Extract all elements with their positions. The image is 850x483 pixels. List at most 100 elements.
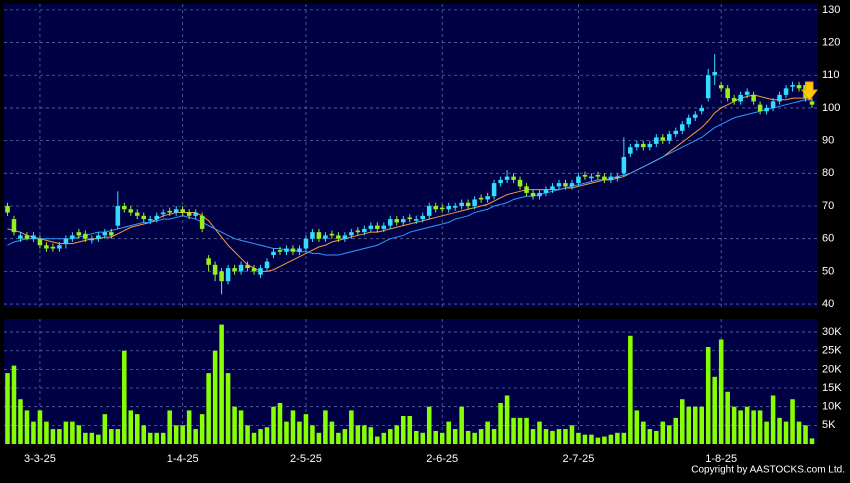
volume-bar bbox=[186, 410, 192, 444]
candle-body bbox=[349, 232, 354, 236]
y-tick-label: 30K bbox=[822, 326, 842, 338]
volume-bar bbox=[692, 406, 698, 444]
volume-bar bbox=[109, 429, 114, 444]
volume-bar bbox=[550, 430, 555, 444]
candle-body bbox=[297, 248, 302, 252]
candle-body bbox=[602, 176, 607, 180]
volume-bar bbox=[738, 410, 743, 444]
volume-bar bbox=[452, 429, 458, 444]
volume-bar bbox=[439, 432, 445, 444]
candle-body bbox=[316, 232, 322, 239]
candle-body bbox=[206, 258, 211, 265]
volume-bar bbox=[628, 335, 633, 444]
candle-body bbox=[303, 238, 309, 249]
volume-bar bbox=[18, 399, 23, 444]
candle-body bbox=[764, 107, 769, 112]
volume-bar bbox=[751, 410, 756, 444]
candle-body bbox=[50, 246, 56, 249]
candle-body bbox=[582, 174, 588, 177]
volume-bar bbox=[764, 421, 769, 444]
moving-average-line bbox=[7, 94, 813, 272]
volume-bar bbox=[316, 432, 322, 444]
candle-body bbox=[160, 212, 166, 215]
candle-body bbox=[692, 114, 698, 118]
candle-body bbox=[569, 183, 575, 187]
volume-bar bbox=[238, 410, 244, 444]
volume-bar bbox=[504, 395, 510, 444]
candle-body bbox=[770, 101, 776, 108]
volume-bar bbox=[154, 432, 159, 444]
candle-body bbox=[173, 209, 179, 213]
volume-bar bbox=[511, 417, 516, 444]
volume-bar bbox=[543, 429, 549, 444]
candle-body bbox=[284, 248, 289, 252]
volume-bar bbox=[355, 425, 361, 444]
volume-bar bbox=[608, 434, 614, 444]
y-tick-label: 60 bbox=[822, 233, 834, 245]
volume-bar bbox=[63, 421, 69, 444]
candle-body bbox=[673, 130, 679, 135]
volume-bar bbox=[147, 432, 153, 444]
volume-bar bbox=[615, 432, 620, 444]
volume-bar bbox=[679, 399, 685, 444]
volume-bar bbox=[245, 425, 250, 444]
candle-body bbox=[388, 219, 393, 226]
candle-body bbox=[407, 217, 413, 220]
candle-body bbox=[44, 245, 49, 249]
x-tick-label: 1-8-25 bbox=[705, 453, 737, 465]
volume-bar bbox=[803, 425, 808, 444]
candle-body bbox=[400, 219, 406, 223]
volume-bar bbox=[50, 429, 56, 444]
volume-bar bbox=[271, 406, 276, 444]
candle-body bbox=[199, 215, 205, 229]
volume-bar bbox=[167, 410, 172, 444]
volume-bar bbox=[199, 414, 205, 444]
candle-body bbox=[18, 235, 23, 239]
candle-body bbox=[290, 248, 296, 252]
volume-bar bbox=[284, 421, 289, 444]
candle-body bbox=[504, 176, 510, 180]
volume-bar bbox=[362, 425, 367, 444]
x-tick-label: 2-6-25 bbox=[426, 453, 458, 465]
y-tick-label: 100 bbox=[822, 102, 840, 114]
candle-body bbox=[232, 268, 237, 272]
candle-body bbox=[342, 235, 348, 239]
x-tick-label: 1-4-25 bbox=[167, 453, 199, 465]
volume-bar bbox=[796, 421, 802, 444]
y-tick-label: 40 bbox=[822, 298, 834, 310]
candle-body bbox=[70, 235, 75, 239]
volume-bar bbox=[712, 376, 717, 444]
volume-bar bbox=[102, 414, 108, 444]
volume-bar bbox=[433, 430, 438, 444]
candle-body bbox=[193, 212, 198, 216]
volume-bar bbox=[310, 425, 315, 444]
candle-body bbox=[757, 104, 763, 112]
volume-bar bbox=[770, 395, 776, 444]
candle-body bbox=[251, 268, 257, 272]
volume-bar bbox=[303, 414, 309, 444]
candle-body bbox=[420, 215, 426, 220]
y-tick-label: 10K bbox=[822, 401, 842, 413]
candle-body bbox=[186, 212, 192, 216]
candle-body bbox=[667, 134, 672, 141]
volume-bar bbox=[76, 425, 82, 444]
candle-body bbox=[452, 206, 458, 208]
candle-body bbox=[751, 94, 756, 102]
candle-body bbox=[511, 176, 516, 180]
candle-body bbox=[264, 261, 270, 269]
candle-body bbox=[102, 232, 108, 236]
volume-bar bbox=[517, 417, 523, 444]
volume-bar bbox=[576, 432, 581, 444]
volume-bar bbox=[37, 410, 43, 444]
y-tick-label: 20K bbox=[822, 363, 842, 375]
candle-body bbox=[524, 186, 529, 193]
candle-body bbox=[641, 143, 646, 148]
volume-bar bbox=[225, 373, 231, 444]
y-tick-label: 110 bbox=[822, 69, 840, 81]
candle-body bbox=[355, 230, 361, 233]
candle-body bbox=[712, 71, 717, 76]
moving-average-line bbox=[7, 99, 813, 256]
price-panel bbox=[4, 4, 818, 308]
volume-bar bbox=[718, 339, 724, 444]
